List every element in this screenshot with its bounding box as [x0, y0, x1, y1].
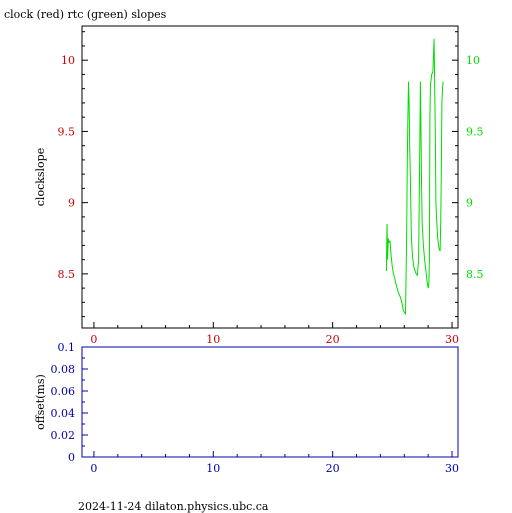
footer-host-date: 2024-11-24 dilaton.physics.ubc.ca — [78, 500, 269, 513]
x-tick-label: 0 — [90, 462, 97, 475]
y-left-tick-label: 10 — [61, 54, 75, 67]
offset-panel: 0 10 20 30 0 0.02 0.04 0.06 0.08 0.1 offset(ms) — [34, 341, 459, 475]
x-tick-label: 20 — [326, 333, 340, 346]
y-tick-label: 0 — [68, 451, 75, 464]
y-tick-label: 0.08 — [51, 363, 76, 376]
clockslope-axes: 0 10 20 30 8.5 9 9.5 10 8.5 9 9.5 10 — [58, 31, 484, 346]
clockslope-plot-frame — [81, 25, 459, 329]
x-tick-label: 10 — [206, 333, 220, 346]
y-right-tick-label: 8.5 — [466, 268, 484, 281]
offset-axis-label: offset(ms) — [34, 374, 47, 430]
clockslope-axis-label: clockslope — [34, 148, 47, 206]
y-tick-label: 0.02 — [51, 429, 76, 442]
y-left-tick-label: 8.5 — [58, 268, 76, 281]
y-tick-label: 0.1 — [58, 341, 76, 354]
rtc-slope-line — [385, 38, 444, 316]
x-tick-label: 20 — [326, 462, 340, 475]
x-tick-label: 10 — [206, 462, 220, 475]
offset-axes: 0 10 20 30 0 0.02 0.04 0.06 0.08 0.1 — [51, 341, 460, 475]
x-tick-label: 30 — [445, 333, 459, 346]
y-left-tick-label: 9 — [68, 197, 75, 210]
y-right-tick-label: 9.5 — [466, 125, 484, 138]
y-tick-label: 0.06 — [51, 385, 76, 398]
y-right-tick-label: 9 — [466, 197, 473, 210]
y-tick-label: 0.04 — [51, 407, 76, 420]
chart-title: clock (red) rtc (green) slopes — [4, 8, 167, 21]
y-left-tick-label: 9.5 — [58, 125, 76, 138]
clockslope-panel: 0 10 20 30 8.5 9 9.5 10 8.5 9 9.5 10 clockslope — [34, 25, 484, 346]
clockslope-series — [385, 38, 444, 316]
offset-plot-frame — [81, 346, 459, 458]
x-tick-label: 30 — [445, 462, 459, 475]
y-right-tick-label: 10 — [466, 54, 480, 67]
x-tick-label: 0 — [90, 333, 97, 346]
